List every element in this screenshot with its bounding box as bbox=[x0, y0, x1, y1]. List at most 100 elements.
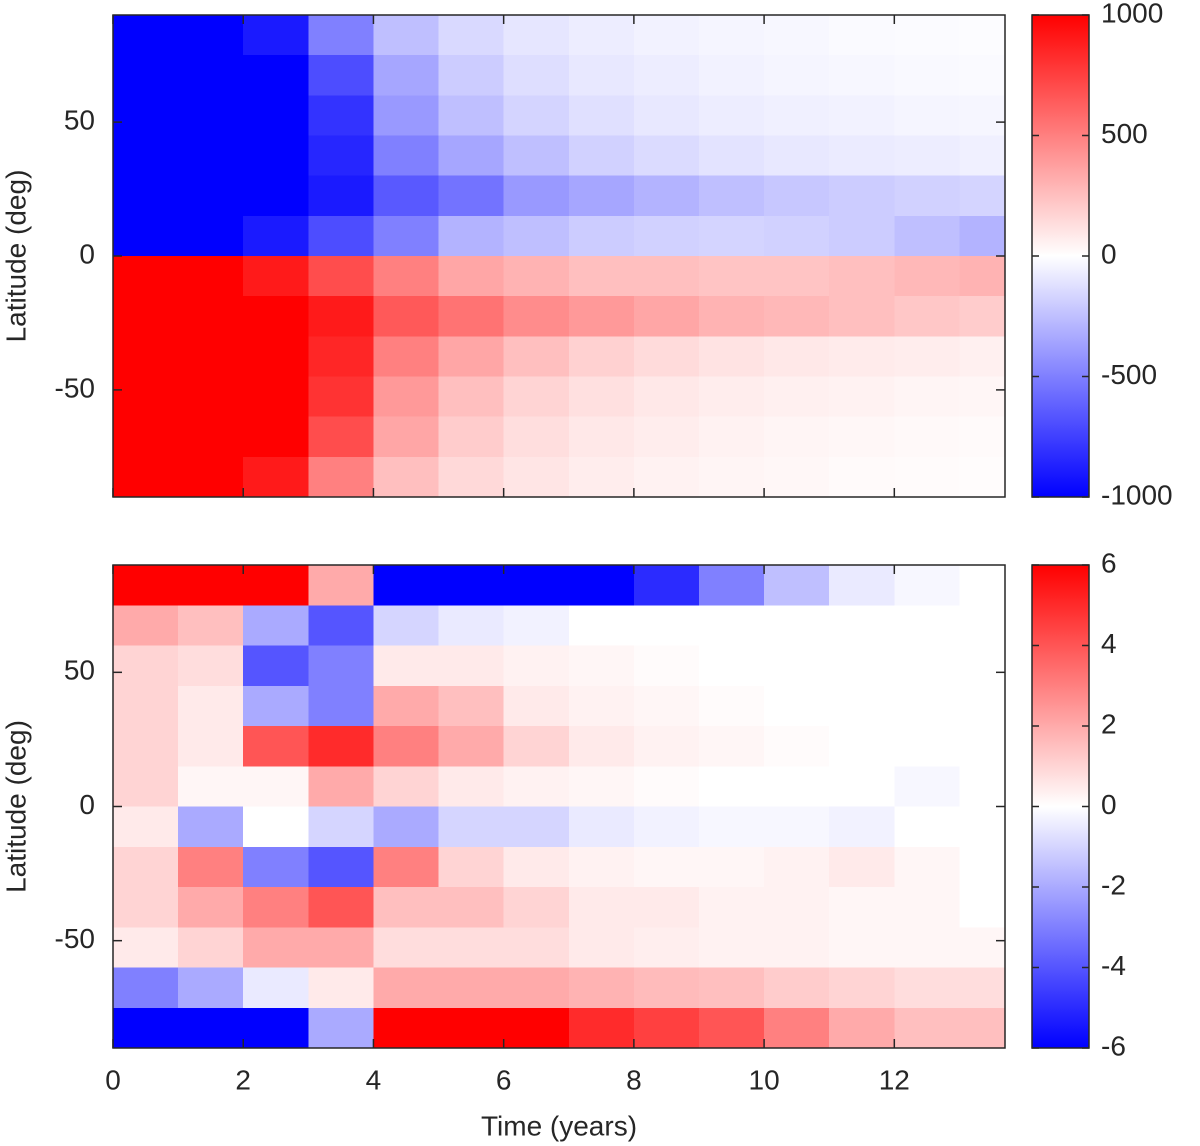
heatmap-cell bbox=[373, 336, 440, 378]
heatmap-cell bbox=[633, 685, 700, 727]
x-tick-label: 12 bbox=[879, 1064, 910, 1095]
heatmap-cell bbox=[503, 967, 570, 1009]
heatmap-cell bbox=[764, 645, 830, 687]
heatmap-cell bbox=[829, 605, 895, 647]
heatmap-cell bbox=[568, 967, 635, 1009]
heatmap-cell bbox=[959, 55, 1005, 96]
colorbar-tick-label: -1000 bbox=[1101, 479, 1173, 510]
heatmap-cell bbox=[764, 296, 830, 337]
heatmap-cell bbox=[894, 376, 961, 418]
heatmap-cell bbox=[829, 15, 895, 56]
heatmap-cell bbox=[894, 416, 961, 458]
heatmap-cell bbox=[698, 766, 765, 808]
heatmap-cell bbox=[959, 726, 1005, 767]
heatmap-cell bbox=[829, 256, 895, 297]
heatmap-cell bbox=[698, 296, 765, 337]
heatmap-cell bbox=[568, 927, 635, 969]
heatmap-cell bbox=[178, 55, 244, 96]
heatmap-cell bbox=[894, 846, 961, 888]
heatmap-cell bbox=[438, 1007, 505, 1048]
heatmap-cell bbox=[243, 15, 309, 56]
heatmap-cell bbox=[698, 846, 765, 888]
heatmap-cell bbox=[308, 1007, 375, 1048]
heatmap-cell bbox=[178, 645, 244, 687]
heatmap-cell bbox=[243, 296, 309, 337]
heatmap-cell bbox=[894, 175, 961, 217]
heatmap-cell bbox=[308, 806, 375, 848]
heatmap-cell bbox=[633, 806, 700, 848]
heatmap-cell bbox=[113, 456, 179, 497]
heatmap-cell bbox=[829, 645, 895, 687]
heatmap-cell bbox=[764, 135, 830, 177]
heatmap-cell bbox=[438, 887, 505, 928]
heatmap-cell bbox=[829, 766, 895, 808]
heatmap-cell bbox=[113, 175, 179, 217]
heatmap-cell bbox=[894, 256, 961, 297]
heatmap-cell bbox=[894, 967, 961, 1009]
heatmap-cell bbox=[113, 605, 179, 647]
heatmap-cell bbox=[959, 95, 1005, 137]
heatmap-cell bbox=[308, 15, 375, 56]
heatmap-cell bbox=[243, 685, 309, 727]
heatmap-cell bbox=[503, 806, 570, 848]
x-axis-label: Time (years) bbox=[481, 1110, 637, 1141]
heatmap-cell bbox=[373, 645, 440, 687]
heatmap-cell bbox=[438, 296, 505, 337]
heatmap-cell bbox=[764, 416, 830, 458]
heatmap-cell bbox=[829, 215, 895, 257]
heatmap-cell bbox=[243, 967, 309, 1009]
heatmap-cell bbox=[698, 726, 765, 767]
colorbar-tick-label: -500 bbox=[1101, 359, 1157, 390]
colorbar-tick-label: 1000 bbox=[1101, 0, 1163, 28]
heatmap-cell bbox=[113, 685, 179, 727]
heatmap-cell bbox=[438, 766, 505, 808]
heatmap-cell bbox=[568, 887, 635, 928]
heatmap-cell bbox=[894, 605, 961, 647]
heatmap-cell bbox=[438, 256, 505, 297]
heatmap-cell bbox=[243, 927, 309, 969]
heatmap-cell bbox=[308, 256, 375, 297]
heatmap-cell bbox=[243, 565, 309, 606]
heatmap-cell bbox=[178, 456, 244, 497]
heatmap-cell bbox=[698, 376, 765, 418]
heatmap-cell bbox=[764, 336, 830, 378]
heatmap-cell bbox=[829, 95, 895, 137]
heatmap-cell bbox=[243, 376, 309, 418]
heatmap-cell bbox=[894, 887, 961, 928]
heatmap-cell bbox=[503, 215, 570, 257]
heatmap-cell bbox=[894, 336, 961, 378]
heatmap-cell bbox=[698, 175, 765, 217]
heatmap-cell bbox=[568, 806, 635, 848]
heatmap-cell bbox=[438, 685, 505, 727]
heatmap-cell bbox=[113, 1007, 179, 1048]
heatmap-cell bbox=[568, 135, 635, 177]
heatmap-cell bbox=[308, 416, 375, 458]
heatmap-cell bbox=[113, 416, 179, 458]
heatmap-cell bbox=[308, 55, 375, 96]
heatmap-cell bbox=[113, 887, 179, 928]
heatmap-cell bbox=[894, 456, 961, 497]
heatmap-cell bbox=[829, 175, 895, 217]
heatmap-cell bbox=[764, 215, 830, 257]
heatmap-cell bbox=[633, 215, 700, 257]
heatmap-cell bbox=[633, 256, 700, 297]
heatmap-cell bbox=[568, 645, 635, 687]
heatmap-cell bbox=[113, 927, 179, 969]
heatmap-cell bbox=[373, 605, 440, 647]
heatmap-cell bbox=[243, 95, 309, 137]
colorbar bbox=[1032, 565, 1089, 1048]
heatmap-cell bbox=[698, 336, 765, 378]
heatmap-cell bbox=[243, 135, 309, 177]
colorbar-tick-label: 6 bbox=[1101, 547, 1117, 578]
heatmap-cell bbox=[178, 296, 244, 337]
heatmap-cell bbox=[438, 95, 505, 137]
heatmap-cell bbox=[373, 726, 440, 767]
heatmap-cell bbox=[959, 256, 1005, 297]
heatmap-cell bbox=[959, 766, 1005, 808]
heatmap-cell bbox=[243, 256, 309, 297]
heatmap-cell bbox=[243, 416, 309, 458]
heatmap-cell bbox=[829, 456, 895, 497]
heatmap-cell bbox=[438, 215, 505, 257]
heatmap-cell bbox=[438, 376, 505, 418]
heatmap-cell bbox=[698, 605, 765, 647]
